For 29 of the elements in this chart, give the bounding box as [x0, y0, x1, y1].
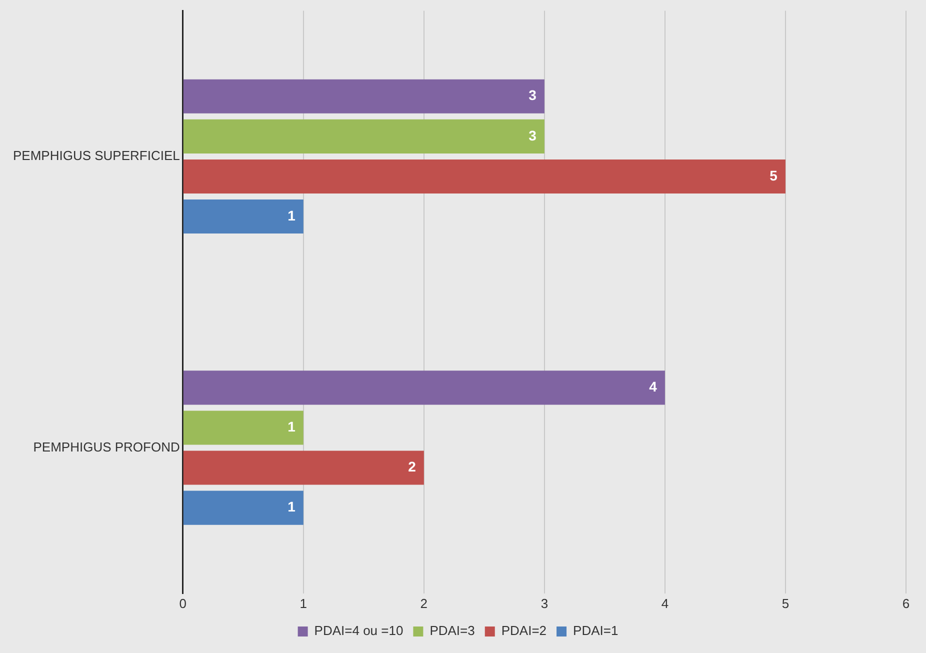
- bar: [183, 490, 304, 525]
- x-tick-label: 6: [902, 596, 910, 611]
- bar: [183, 200, 304, 234]
- bar: [183, 410, 304, 445]
- legend-label: PDAI=2: [501, 623, 547, 638]
- data-label: 4: [649, 378, 658, 395]
- data-label: 1: [288, 498, 296, 515]
- bar: [183, 370, 665, 405]
- bar: [183, 450, 424, 485]
- data-label: 5: [770, 167, 778, 184]
- y-tick-label: PEMPHIGUS PROFOND: [33, 439, 180, 454]
- data-label: 1: [288, 207, 296, 224]
- x-tick-label: 0: [179, 596, 186, 611]
- bar: [183, 79, 544, 114]
- bar: [183, 159, 786, 194]
- bar: [183, 119, 544, 154]
- x-tick-label: 3: [540, 596, 548, 611]
- x-tick-label: 1: [300, 596, 308, 611]
- legend-label: PDAI=3: [430, 623, 475, 638]
- x-tick-label: 5: [782, 596, 790, 611]
- data-label: 2: [408, 458, 416, 475]
- y-tick-label: PEMPHIGUS SUPERFICIEL: [12, 148, 180, 164]
- x-tick-label: 2: [420, 596, 428, 611]
- data-label: 1: [288, 418, 296, 435]
- x-tick-label: 4: [661, 596, 669, 611]
- legend-label: PDAI=1: [573, 623, 618, 638]
- data-label: 3: [528, 127, 537, 144]
- legend-label: PDAI=4 ou =10: [314, 623, 404, 638]
- data-label: 3: [528, 87, 537, 104]
